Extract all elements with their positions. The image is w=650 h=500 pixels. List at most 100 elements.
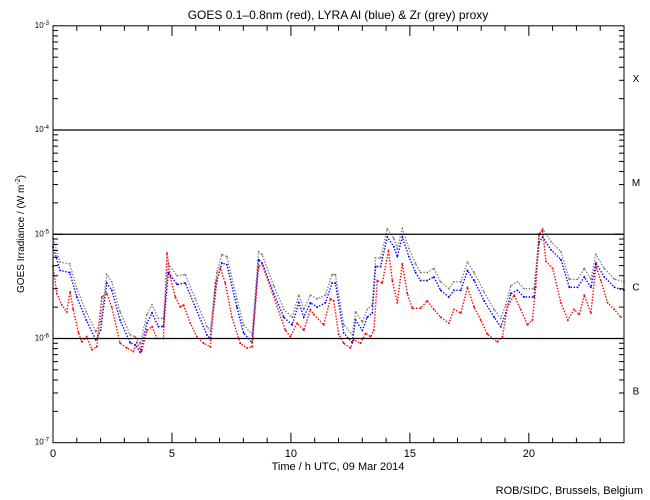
data-point (386, 236, 389, 238)
data-point (419, 279, 422, 282)
data-point (246, 347, 248, 349)
data-point (283, 316, 285, 318)
data-point (162, 317, 165, 320)
data-point (316, 306, 318, 308)
data-point (516, 289, 519, 292)
data-point (568, 278, 571, 281)
data-point (194, 306, 197, 308)
data-point (119, 311, 121, 313)
data-point (496, 341, 499, 343)
data-point (352, 339, 355, 341)
data-point (500, 325, 502, 328)
data-point (541, 236, 544, 238)
data-point (68, 271, 71, 274)
data-point (595, 262, 597, 264)
data-point (526, 324, 529, 326)
data-point (242, 323, 245, 326)
data-point (140, 350, 143, 353)
data-point (313, 313, 315, 316)
data-point (221, 253, 223, 256)
data-point (374, 265, 377, 268)
data-point (316, 298, 318, 300)
data-point (91, 348, 93, 351)
data-point (334, 273, 337, 276)
series-goes-0-1-0-8nm (52, 228, 622, 354)
data-point (426, 279, 428, 282)
data-point (493, 308, 495, 311)
data-point (513, 294, 515, 296)
data-point (576, 278, 579, 281)
data-point (273, 285, 275, 287)
data-point (550, 240, 552, 243)
x-tick-label: 20 (523, 448, 535, 460)
data-point (460, 312, 462, 314)
data-point (595, 253, 597, 256)
data-point (206, 334, 208, 336)
y-tick-label: 10-5 (35, 229, 50, 238)
data-point (551, 267, 554, 270)
data-point (59, 269, 61, 272)
data-point (401, 263, 404, 265)
data-point (329, 298, 332, 300)
data-point (433, 267, 435, 270)
series-line (52, 234, 625, 354)
data-point (466, 286, 469, 289)
data-point (560, 258, 562, 261)
series-line (52, 226, 625, 346)
data-point (95, 331, 97, 333)
data-point (77, 332, 80, 334)
data-point (283, 308, 285, 311)
data-point (261, 263, 263, 265)
data-point (242, 332, 245, 334)
data-point (176, 283, 178, 286)
data-point (202, 342, 205, 344)
data-point (322, 324, 325, 326)
data-point (309, 308, 312, 311)
data-point (453, 281, 455, 283)
x-tick-label: 10 (285, 448, 297, 460)
data-point (61, 304, 63, 306)
flare-class-label: C (632, 282, 639, 293)
data-point (68, 263, 71, 265)
data-point (387, 249, 390, 252)
data-point (214, 282, 217, 284)
x-axis-label: Time / h UTC, 09 Mar 2014 (272, 461, 405, 473)
data-point (567, 319, 569, 321)
data-point (550, 249, 552, 251)
data-point (505, 304, 507, 306)
data-point (224, 282, 227, 284)
data-point (189, 322, 192, 324)
data-point (146, 313, 148, 316)
data-point (603, 276, 606, 278)
data-point (500, 317, 502, 320)
data-point (111, 306, 113, 308)
chart-title: GOES 0.1–0.8nm (red), LYRA Al (blue) & Z… (188, 8, 489, 22)
data-point (606, 302, 609, 304)
data-point (151, 304, 153, 306)
data-point (86, 335, 88, 338)
data-point (381, 282, 384, 284)
data-point (99, 329, 102, 331)
data-point (406, 292, 409, 295)
data-point (216, 271, 218, 274)
data-point (379, 257, 382, 259)
data-point (99, 321, 102, 323)
data-point (483, 300, 485, 302)
data-point (146, 329, 148, 331)
data-point (439, 281, 442, 283)
data-point (545, 260, 547, 263)
data-point (291, 316, 293, 318)
data-point (111, 289, 113, 292)
data-point (176, 274, 178, 277)
series-lyra-zr-proxy (52, 226, 625, 346)
data-point (174, 296, 177, 298)
data-point (257, 265, 260, 268)
data-point (523, 296, 525, 298)
flare-class-labels: X M C B (632, 74, 640, 398)
data-point (129, 333, 131, 336)
data-point (411, 307, 414, 309)
data-point (342, 332, 345, 334)
data-point (206, 325, 208, 328)
data-point (324, 294, 327, 296)
data-point (85, 311, 88, 313)
